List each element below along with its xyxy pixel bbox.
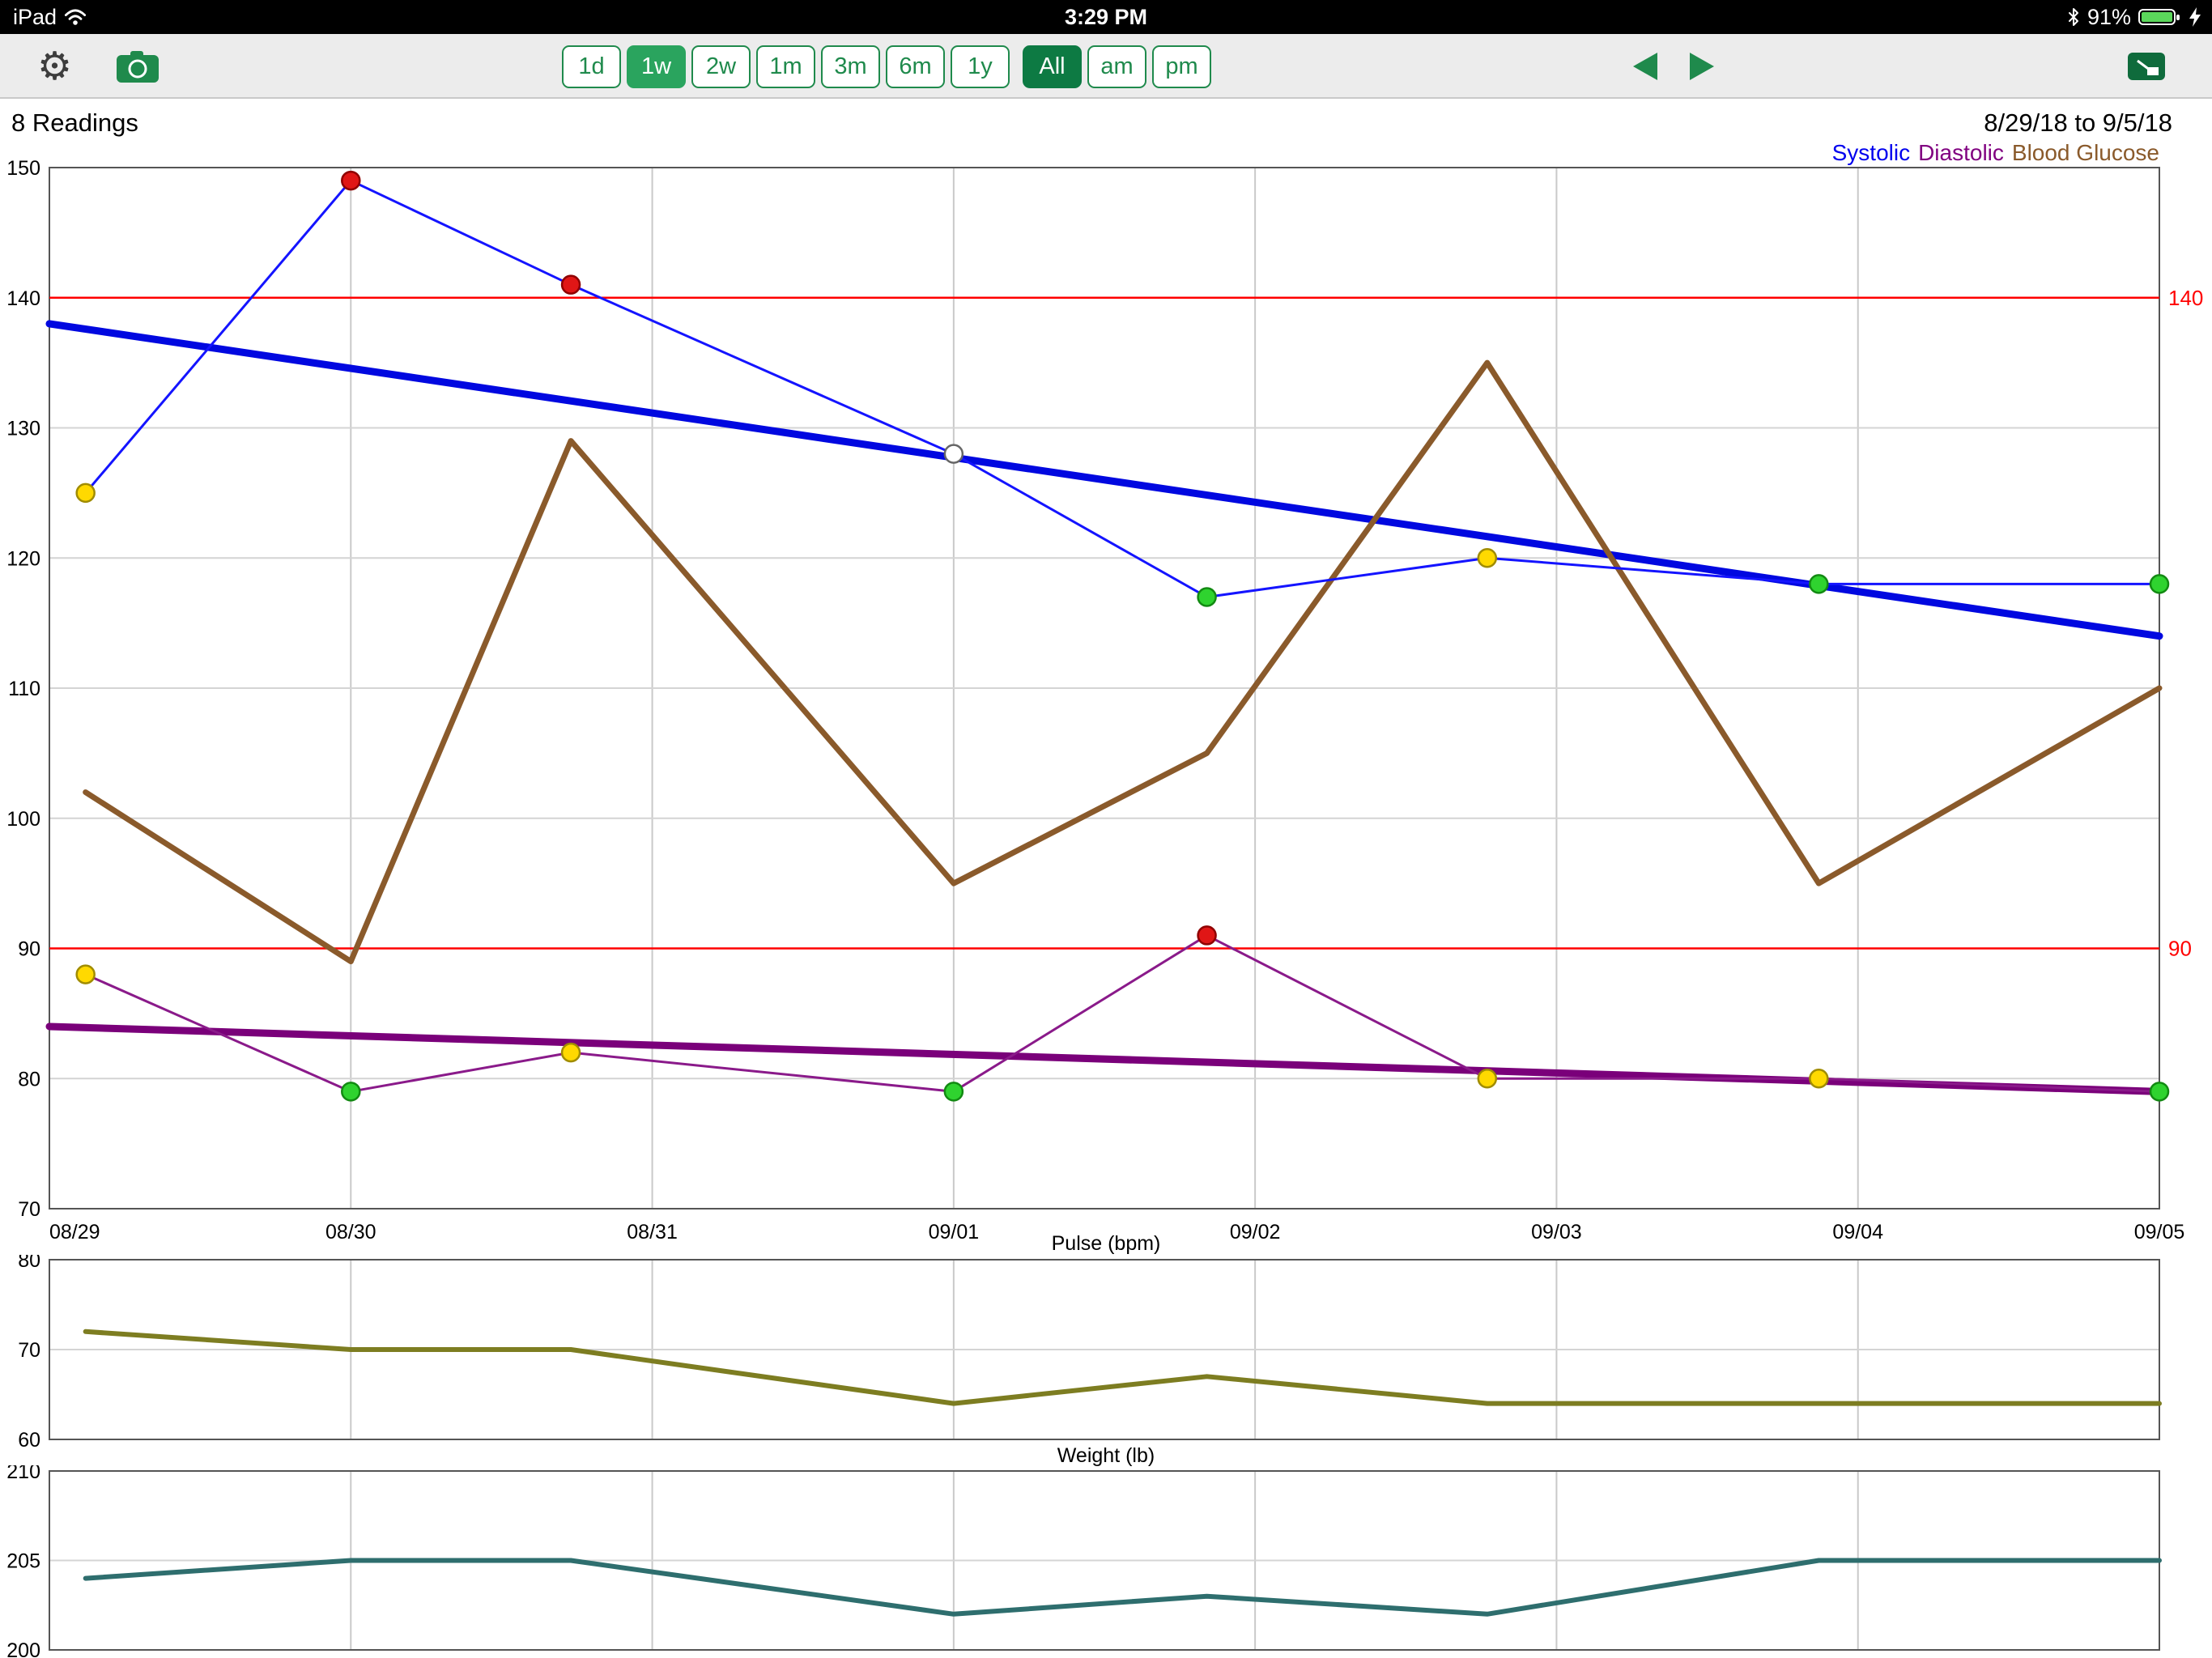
bluetooth-icon <box>2068 8 2078 26</box>
chart-legend: Systolic Diastolic Blood Glucose <box>1832 139 2159 167</box>
svg-text:100: 100 <box>6 808 40 831</box>
charging-icon <box>2189 7 2201 27</box>
range-button-2w[interactable]: 2w <box>691 45 751 88</box>
svg-text:210: 210 <box>6 1465 40 1483</box>
legend-blood-glucose: Blood Glucose <box>2011 140 2159 165</box>
range-button-3m[interactable]: 3m <box>821 45 880 88</box>
display-scale-button[interactable] <box>2128 51 2167 86</box>
filter-button-all[interactable]: All <box>1023 45 1082 88</box>
status-bar: iPad 3:29 PM 91% <box>0 0 2212 34</box>
range-button-1w[interactable]: 1w <box>627 45 686 88</box>
svg-text:80: 80 <box>18 1255 40 1272</box>
svg-text:80: 80 <box>18 1068 40 1090</box>
svg-text:130: 130 <box>6 418 40 440</box>
svg-text:205: 205 <box>6 1550 40 1573</box>
toolbar: ⚙ 1d 1w 2w 1m 3m 6m 1y All am pm <box>0 34 2212 99</box>
range-segmented-control: 1d 1w 2w 1m 3m 6m 1y All am pm <box>562 45 1211 88</box>
battery-percent: 91% <box>2087 4 2131 29</box>
date-range: 8/29/18 to 9/5/18 <box>1984 108 2172 137</box>
camera-button[interactable] <box>117 50 160 88</box>
filter-button-pm[interactable]: pm <box>1152 45 1211 88</box>
svg-text:110: 110 <box>8 678 40 700</box>
svg-text:08/29: 08/29 <box>49 1221 100 1244</box>
svg-text:08/30: 08/30 <box>325 1221 376 1244</box>
previous-arrow-icon <box>1633 53 1657 80</box>
filter-button-am[interactable]: am <box>1087 45 1146 88</box>
svg-text:70: 70 <box>18 1198 40 1221</box>
camera-icon <box>117 51 159 83</box>
svg-text:09/05: 09/05 <box>2134 1221 2185 1244</box>
range-button-6m[interactable]: 6m <box>886 45 945 88</box>
range-button-1d[interactable]: 1d <box>562 45 621 88</box>
svg-text:140: 140 <box>6 287 40 310</box>
svg-text:140: 140 <box>2168 286 2203 310</box>
pulse-chart-title: Pulse (bpm) <box>1051 1232 1161 1255</box>
weight-chart[interactable]: 200 205 210 <box>0 1465 2212 1658</box>
svg-text:09/01: 09/01 <box>929 1221 980 1244</box>
range-button-1y[interactable]: 1y <box>951 45 1010 88</box>
settings-button[interactable]: ⚙ <box>37 34 72 99</box>
clock: 3:29 PM <box>1064 4 1148 29</box>
legend-systolic: Systolic <box>1831 140 1911 165</box>
readings-count: 8 Readings <box>11 108 138 137</box>
display-scale-icon <box>2128 53 2165 80</box>
battery-icon <box>2138 9 2180 25</box>
weight-chart-title: Weight (lb) <box>1057 1444 1155 1467</box>
svg-text:60: 60 <box>18 1429 40 1449</box>
svg-text:150: 150 <box>6 157 40 180</box>
gear-icon: ⚙ <box>37 45 73 88</box>
pulse-chart[interactable]: 60 70 80 <box>0 1255 2212 1449</box>
next-arrow-icon <box>1690 53 1714 80</box>
legend-diastolic: Diastolic <box>1918 140 2004 165</box>
svg-text:09/04: 09/04 <box>1832 1221 1883 1244</box>
svg-text:09/02: 09/02 <box>1230 1221 1281 1244</box>
wifi-icon <box>64 9 87 25</box>
svg-text:120: 120 <box>6 547 40 570</box>
device-label: iPad <box>13 4 57 29</box>
svg-text:200: 200 <box>6 1639 40 1658</box>
bp-glucose-chart[interactable]: 70 80 90 100 110 120 130 140 150 140 90 08/29 08/30 0… <box>0 154 2212 1255</box>
next-period-button[interactable] <box>1690 53 1714 84</box>
range-button-1m[interactable]: 1m <box>756 45 815 88</box>
svg-text:08/31: 08/31 <box>627 1221 678 1244</box>
svg-text:90: 90 <box>2168 937 2192 961</box>
svg-text:90: 90 <box>18 938 40 961</box>
previous-period-button[interactable] <box>1633 53 1657 84</box>
svg-text:09/03: 09/03 <box>1531 1221 1582 1244</box>
svg-text:70: 70 <box>18 1339 40 1362</box>
